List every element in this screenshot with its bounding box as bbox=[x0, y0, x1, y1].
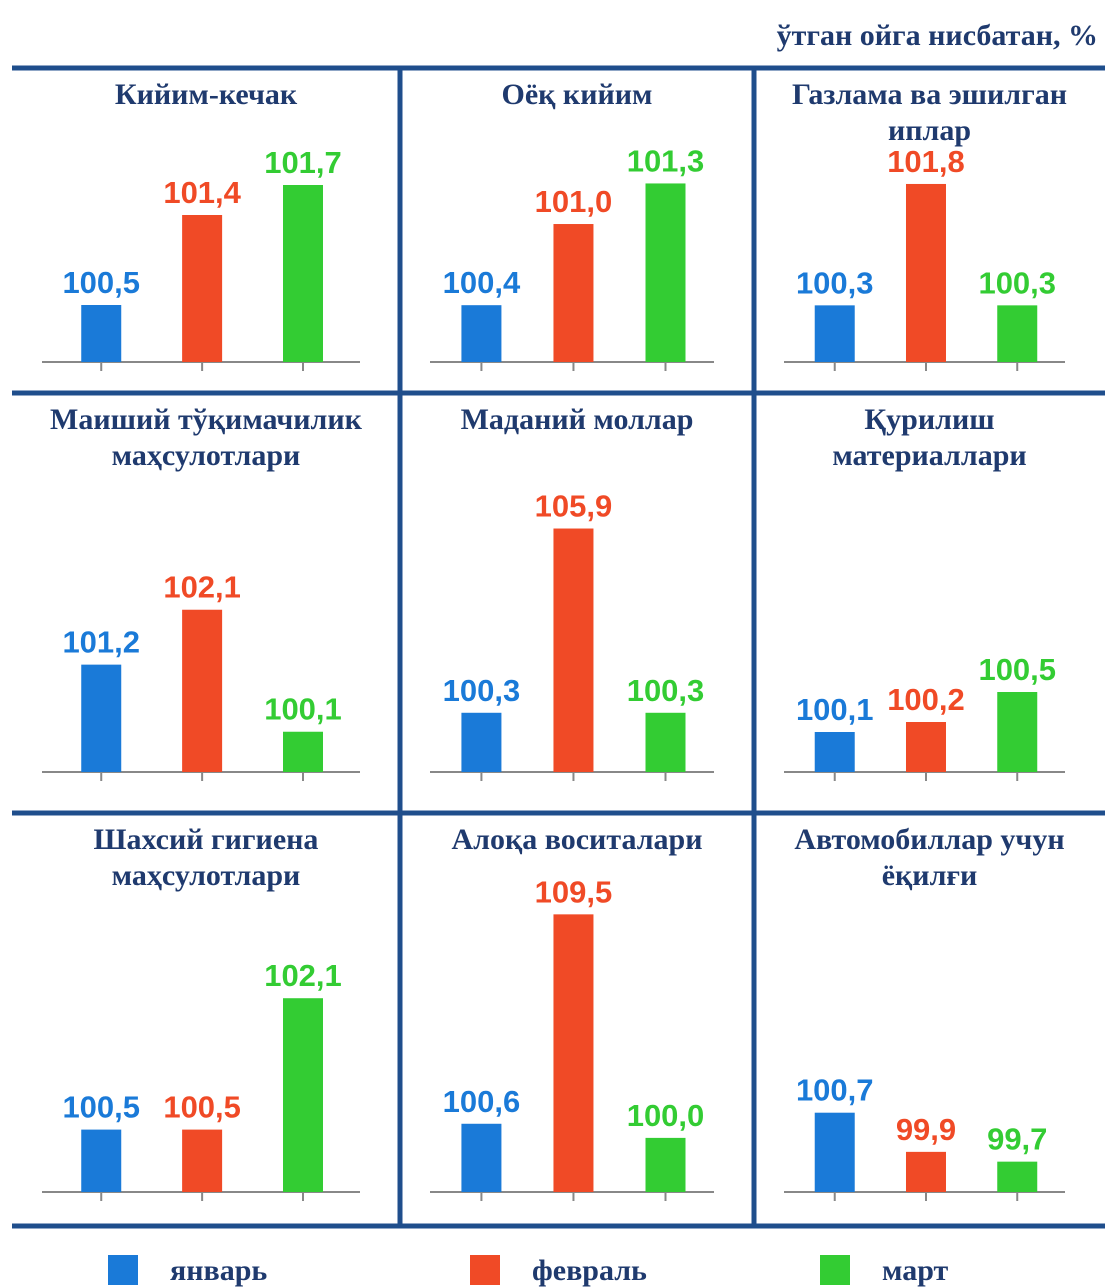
bar bbox=[283, 998, 323, 1192]
value-label: 100,5 bbox=[62, 265, 140, 300]
bar bbox=[182, 609, 223, 772]
value-label: 100,1 bbox=[796, 692, 874, 727]
value-label: 109,5 bbox=[535, 874, 613, 909]
panel-title: Автомобиллар учун bbox=[794, 823, 1064, 856]
bar bbox=[81, 664, 122, 772]
value-label: 100,6 bbox=[443, 1084, 521, 1119]
panel-title: Оёқ кийим bbox=[501, 78, 652, 111]
value-label: 105,9 bbox=[535, 489, 613, 524]
value-label: 101,0 bbox=[535, 184, 613, 219]
value-label: 100,1 bbox=[264, 692, 342, 727]
value-label: 101,4 bbox=[163, 175, 241, 210]
value-label: 100,5 bbox=[978, 652, 1056, 687]
value-label: 100,3 bbox=[978, 265, 1056, 300]
panel-title: Маданий моллар bbox=[461, 403, 694, 436]
bar bbox=[905, 183, 946, 362]
bar bbox=[461, 712, 502, 772]
value-label: 100,5 bbox=[163, 1090, 241, 1125]
bar bbox=[905, 1151, 946, 1192]
bar bbox=[645, 712, 686, 772]
legend-label: январь bbox=[170, 1254, 267, 1287]
value-label: 100,0 bbox=[627, 1098, 705, 1133]
value-label: 100,2 bbox=[887, 682, 965, 717]
bar bbox=[283, 185, 323, 362]
panel-title: иплар bbox=[888, 114, 971, 147]
value-label: 101,2 bbox=[62, 625, 140, 660]
value-label: 101,8 bbox=[887, 144, 965, 179]
value-label: 102,1 bbox=[163, 570, 241, 605]
bar bbox=[182, 215, 223, 362]
panel-title: ёқилғи bbox=[882, 859, 978, 892]
panel-title: маҳсулотлари bbox=[112, 859, 301, 892]
bar bbox=[814, 732, 855, 772]
panel-title: Шахсий гигиена bbox=[94, 823, 319, 856]
legend-label: март bbox=[882, 1254, 949, 1287]
bar bbox=[905, 722, 946, 772]
bar bbox=[461, 1123, 502, 1192]
bar bbox=[553, 914, 594, 1192]
bar bbox=[553, 224, 594, 362]
panel-frame bbox=[12, 65, 1105, 1229]
bar bbox=[997, 692, 1038, 772]
legend-label: февраль bbox=[532, 1254, 647, 1287]
bar bbox=[645, 183, 686, 362]
bar bbox=[283, 731, 323, 772]
value-label: 99,9 bbox=[896, 1112, 956, 1147]
value-label: 101,3 bbox=[627, 143, 705, 178]
bar bbox=[997, 1161, 1038, 1192]
panel-title: Маиший тўқимачилик bbox=[50, 403, 363, 436]
panel-title: материаллари bbox=[832, 439, 1026, 472]
value-label: 102,1 bbox=[264, 958, 342, 993]
panel-title: Алоқа воситалари bbox=[451, 823, 702, 856]
value-label: 100,3 bbox=[443, 673, 521, 708]
value-label: 100,7 bbox=[796, 1073, 874, 1108]
bar bbox=[814, 305, 855, 362]
legend-swatch bbox=[470, 1255, 500, 1285]
panel-title: маҳсулотлари bbox=[112, 439, 301, 472]
value-label: 100,3 bbox=[627, 673, 705, 708]
value-label: 99,7 bbox=[987, 1122, 1047, 1157]
subtitle: ўтган ойга нисбатан, % bbox=[777, 19, 1098, 52]
value-label: 100,4 bbox=[443, 265, 521, 300]
legend-swatch bbox=[108, 1255, 138, 1285]
bar bbox=[81, 305, 122, 362]
panel-title: Кийим-кечак bbox=[115, 78, 298, 111]
bar bbox=[461, 305, 502, 362]
panel-title: Газлама ва эшилган bbox=[792, 78, 1067, 111]
bar bbox=[645, 1137, 686, 1192]
bar bbox=[81, 1129, 122, 1192]
bar bbox=[814, 1112, 855, 1192]
panel-title: Қурилиш bbox=[864, 403, 994, 436]
bar bbox=[997, 305, 1038, 362]
legend-swatch bbox=[820, 1255, 850, 1285]
value-label: 100,3 bbox=[796, 265, 874, 300]
bar bbox=[182, 1129, 223, 1192]
value-label: 100,5 bbox=[62, 1090, 140, 1125]
value-label: 101,7 bbox=[264, 145, 342, 180]
bar bbox=[553, 528, 594, 772]
